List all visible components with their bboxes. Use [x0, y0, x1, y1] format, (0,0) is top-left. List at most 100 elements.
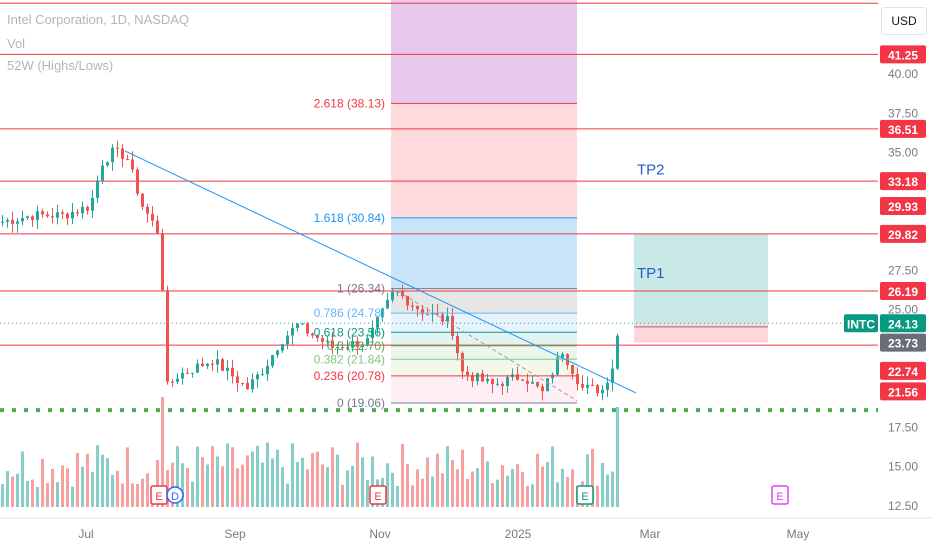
take-profit-label[interactable]: TP1 — [637, 265, 665, 282]
volume-bar — [446, 446, 449, 507]
candle-body — [421, 309, 424, 315]
time-tick-label: 2025 — [505, 527, 532, 541]
candle-body — [581, 384, 584, 388]
trendline[interactable] — [124, 150, 637, 394]
symbol-title[interactable]: Intel Corporation, 1D, NASDAQ — [7, 12, 190, 27]
volume-bar — [361, 457, 364, 507]
dividend-marker[interactable] — [166, 486, 184, 504]
fib-zone-extension-top — [391, 0, 577, 104]
horizontal-levels[interactable] — [0, 2, 878, 413]
volume-bar — [496, 479, 499, 507]
fib-zone-2618 — [391, 103, 577, 218]
price-tag[interactable] — [880, 119, 926, 138]
price-tick-label: 15.00 — [888, 460, 918, 474]
volume-bar — [91, 471, 94, 507]
volume-indicator-label[interactable]: Vol — [7, 36, 26, 51]
volume-bar — [356, 442, 359, 507]
price-tag[interactable] — [880, 314, 926, 333]
candle-body — [31, 216, 34, 221]
candle-body — [411, 305, 414, 307]
price-tag[interactable] — [880, 45, 926, 64]
volume-bar — [186, 468, 189, 507]
candle-body — [131, 159, 134, 170]
candle-body — [71, 212, 74, 219]
earnings-marker-label: E — [155, 491, 162, 503]
profit-target-zone — [634, 233, 768, 324]
volume-bar — [296, 462, 299, 507]
volume-bar — [561, 468, 564, 507]
highs-lows-indicator-label[interactable]: 52W (Highs/Lows) — [7, 58, 114, 73]
volume-bar — [216, 456, 219, 507]
earnings-marker[interactable] — [576, 485, 594, 505]
volume-bar — [171, 462, 174, 507]
price-tick-label: 27.50 — [888, 263, 918, 277]
volume-bar — [461, 449, 464, 507]
candle-body — [336, 347, 339, 349]
candle-body — [606, 382, 609, 390]
candle-body — [371, 327, 374, 339]
candle-body — [331, 340, 334, 348]
projection-dashed-line[interactable] — [396, 290, 578, 402]
candle-body — [236, 376, 239, 384]
volume-bar — [611, 471, 614, 507]
candle-body — [171, 381, 174, 383]
candle-body — [426, 314, 429, 316]
volume-bar — [401, 443, 404, 507]
volume-bar — [486, 461, 489, 507]
candle-body — [471, 375, 474, 382]
candle-body — [361, 344, 364, 347]
candle-body — [26, 216, 29, 219]
candle-body — [21, 218, 24, 222]
take-profit-label[interactable]: TP2 — [637, 161, 665, 178]
price-tag[interactable] — [880, 224, 926, 243]
price-tag[interactable] — [880, 196, 926, 215]
candle-body — [211, 363, 214, 365]
candle-body — [276, 350, 279, 355]
volume-bar — [366, 480, 369, 507]
price-axis[interactable]: 12.50 15.00 17.50 25.00 27.50 35.00 37.50 40.00… — [844, 0, 932, 550]
fib-zone-05 — [391, 345, 577, 360]
candle-body — [241, 383, 244, 385]
candle-body — [126, 158, 129, 160]
price-tag[interactable] — [880, 172, 926, 191]
price-tag[interactable] — [880, 281, 926, 300]
volume-bar — [431, 476, 434, 507]
volume-bar — [476, 468, 479, 507]
volume-bar — [246, 455, 249, 507]
time-axis[interactable]: Jul Sep Nov 2025 Mar May — [0, 517, 932, 541]
candle-body — [56, 212, 59, 218]
volume-bar — [281, 467, 284, 507]
earnings-marker[interactable] — [369, 485, 387, 505]
candle-body — [446, 316, 449, 322]
price-tag-label: 21.56 — [888, 385, 918, 399]
volume-bar — [406, 463, 409, 507]
candle-body — [201, 363, 204, 367]
volume-bar — [241, 464, 244, 507]
price-tag[interactable] — [880, 361, 926, 380]
symbol-tag[interactable] — [844, 314, 878, 333]
earnings-marker[interactable] — [771, 485, 789, 505]
fib-zone-0618 — [391, 332, 577, 346]
volume-bar — [341, 484, 344, 507]
drawings[interactable]: 2.618 (38.13) 1.618 (30.84) 1 (26.34) 0.786… — [124, 96, 789, 505]
candle-body — [481, 373, 484, 382]
candle-body — [591, 384, 594, 386]
price-tag[interactable] — [880, 333, 926, 352]
currency-button[interactable]: USD — [881, 7, 927, 35]
fib-level-label: 0 (19.06) — [337, 396, 385, 410]
volume-bar — [586, 454, 589, 507]
volume-bar — [36, 486, 39, 507]
candle-body — [271, 354, 274, 366]
candle-body — [231, 367, 234, 377]
volume-bar — [466, 478, 469, 507]
volume-bar — [156, 459, 159, 507]
volume-bar — [326, 467, 329, 507]
price-tag[interactable] — [880, 382, 926, 401]
earnings-marker-label: E — [374, 491, 381, 503]
volume-bar — [51, 468, 54, 507]
volume-bar — [161, 397, 164, 507]
candle-body — [401, 291, 404, 297]
fib-level-label: 0.786 (24.78) — [314, 306, 385, 320]
candle-body — [216, 359, 219, 365]
